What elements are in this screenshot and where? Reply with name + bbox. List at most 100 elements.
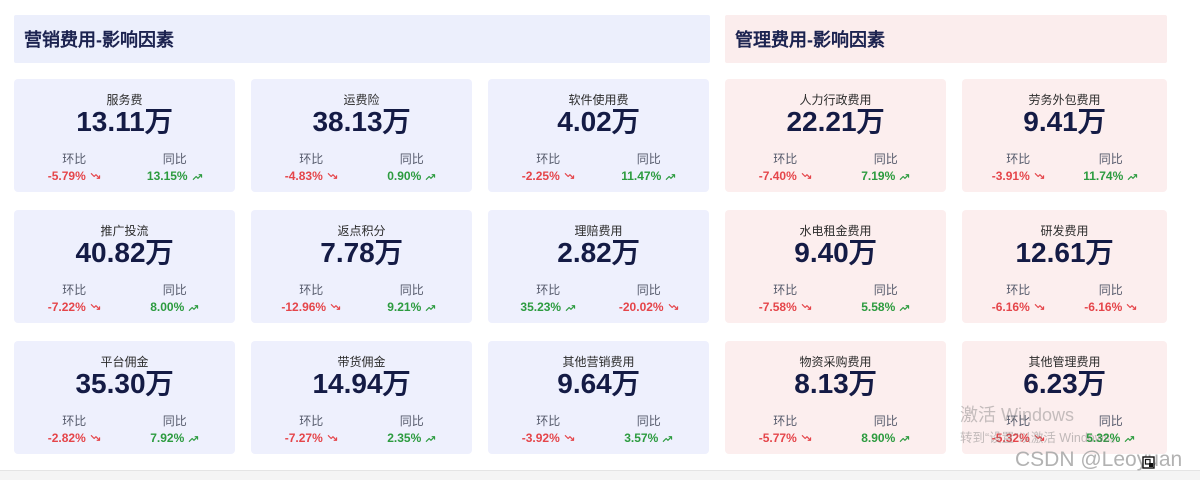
trend-up-icon <box>425 303 436 312</box>
mom-comparison: 环比 35.23% <box>498 283 599 314</box>
metric-name: 带货佣金 <box>337 355 386 369</box>
resize-handle-icon[interactable] <box>1142 456 1155 469</box>
mom-label: 环比 <box>62 414 87 428</box>
mom-percent: -6.16% <box>991 300 1030 314</box>
metric-card[interactable]: 其他管理费用 6.23万 环比 -5.32% 同比 5.32% <box>962 341 1167 454</box>
trend-up-icon <box>188 303 199 312</box>
metric-comparison: 环比 -5.77% 同比 8.90% <box>735 414 936 445</box>
mom-change: -12.96% <box>261 300 362 314</box>
metric-name: 平台佣金 <box>100 355 149 369</box>
yoy-change: 11.47% <box>599 169 700 183</box>
mom-change: 35.23% <box>498 300 599 314</box>
trend-up-icon <box>899 172 910 181</box>
yoy-percent: 0.90% <box>387 169 422 183</box>
mom-label: 环比 <box>536 283 561 297</box>
metric-comparison: 环比 -2.25% 同比 11.47% <box>498 152 699 183</box>
metric-card[interactable]: 运费险 38.13万 环比 -4.83% 同比 0.90% <box>251 79 472 192</box>
section-title: 营销费用-影响因素 <box>24 30 174 50</box>
trend-down-icon <box>801 434 812 443</box>
mom-label: 环比 <box>1006 414 1031 428</box>
metric-name: 推广投流 <box>100 224 149 238</box>
yoy-percent: -6.16% <box>1084 300 1123 314</box>
mom-change: -5.32% <box>972 431 1065 445</box>
mom-change: -2.82% <box>24 431 125 445</box>
yoy-comparison: 同比 8.00% <box>125 283 226 314</box>
metric-comparison: 环比 -3.92% 同比 3.57% <box>498 414 699 445</box>
metric-card[interactable]: 返点积分 7.78万 环比 -12.96% 同比 9.21% <box>251 210 472 323</box>
trend-down-icon <box>801 172 812 181</box>
mom-label: 环比 <box>773 414 798 428</box>
mom-percent: -3.91% <box>991 169 1030 183</box>
metric-comparison: 环比 35.23% 同比 -20.02% <box>498 283 699 314</box>
yoy-change: 11.74% <box>1065 169 1158 183</box>
mom-comparison: 环比 -5.32% <box>972 414 1065 445</box>
yoy-percent: 11.74% <box>1083 169 1124 183</box>
mom-percent: -12.96% <box>281 300 327 314</box>
mom-change: -7.22% <box>24 300 125 314</box>
mom-label: 环比 <box>1006 283 1031 297</box>
yoy-change: 5.32% <box>1065 431 1158 445</box>
yoy-label: 同比 <box>399 414 424 428</box>
yoy-comparison: 同比 9.21% <box>362 283 463 314</box>
metric-card[interactable]: 带货佣金 14.94万 环比 -7.27% 同比 2.35% <box>251 341 472 454</box>
metric-value: 9.40万 <box>794 237 877 268</box>
metric-card[interactable]: 水电租金费用 9.40万 环比 -7.58% 同比 5.58% <box>725 210 946 323</box>
trend-up-icon <box>565 303 576 312</box>
mom-percent: -2.82% <box>47 431 86 445</box>
metric-value: 9.64万 <box>557 368 640 399</box>
mom-change: -7.27% <box>261 431 362 445</box>
mom-comparison: 环比 -7.22% <box>24 283 125 314</box>
metric-card[interactable]: 劳务外包费用 9.41万 环比 -3.91% 同比 11.74% <box>962 79 1167 192</box>
metric-card[interactable]: 物资采购费用 8.13万 环比 -5.77% 同比 8.90% <box>725 341 946 454</box>
mom-label: 环比 <box>773 152 798 166</box>
metric-card[interactable]: 人力行政费用 22.21万 环比 -7.40% 同比 7.19% <box>725 79 946 192</box>
mom-percent: -5.79% <box>47 169 86 183</box>
yoy-percent: 13.15% <box>146 169 188 183</box>
metric-comparison: 环比 -7.58% 同比 5.58% <box>735 283 936 314</box>
metric-card[interactable]: 理赔费用 2.82万 环比 35.23% 同比 -20.02% <box>488 210 709 323</box>
page-bottom-divider <box>0 470 1200 480</box>
metric-card[interactable]: 软件使用费 4.02万 环比 -2.25% 同比 11.47% <box>488 79 709 192</box>
yoy-change: 3.57% <box>599 431 700 445</box>
yoy-comparison: 同比 5.32% <box>1065 414 1158 445</box>
trend-down-icon <box>1034 434 1045 443</box>
trend-up-icon <box>425 434 436 443</box>
mom-comparison: 环比 -3.91% <box>972 152 1065 183</box>
metric-card[interactable]: 研发费用 12.61万 环比 -6.16% 同比 -6.16% <box>962 210 1167 323</box>
trend-up-icon <box>1124 434 1135 443</box>
metric-card[interactable]: 服务费 13.11万 环比 -5.79% 同比 13.15% <box>14 79 235 192</box>
metric-value: 38.13万 <box>312 106 411 137</box>
metric-name: 返点积分 <box>337 224 386 238</box>
yoy-label: 同比 <box>1098 152 1123 166</box>
mom-comparison: 环比 -12.96% <box>261 283 362 314</box>
metric-name: 运费险 <box>343 93 380 107</box>
metric-comparison: 环比 -12.96% 同比 9.21% <box>261 283 462 314</box>
metric-value: 22.21万 <box>786 106 885 137</box>
metric-name: 物资采购费用 <box>799 355 872 369</box>
marketing-expense-panel: 营销费用-影响因素 服务费 13.11万 环比 -5.79% 同比 13.15%… <box>14 15 710 454</box>
mom-change: -7.40% <box>735 169 836 183</box>
metric-value: 6.23万 <box>1023 368 1106 399</box>
trend-up-icon <box>188 434 199 443</box>
yoy-comparison: 同比 7.92% <box>125 414 226 445</box>
mom-label: 环比 <box>299 152 324 166</box>
metric-name: 软件使用费 <box>568 93 629 107</box>
metric-comparison: 环比 -7.27% 同比 2.35% <box>261 414 462 445</box>
section-header: 管理费用-影响因素 <box>725 15 1167 63</box>
mom-percent: -5.32% <box>991 431 1030 445</box>
yoy-percent: 2.35% <box>387 431 422 445</box>
metric-value: 8.13万 <box>794 368 877 399</box>
mom-label: 环比 <box>62 283 87 297</box>
mom-comparison: 环比 -5.77% <box>735 414 836 445</box>
yoy-change: 2.35% <box>362 431 463 445</box>
mom-percent: -7.58% <box>758 300 797 314</box>
yoy-label: 同比 <box>162 414 187 428</box>
metric-card[interactable]: 其他营销费用 9.64万 环比 -3.92% 同比 3.57% <box>488 341 709 454</box>
metric-card[interactable]: 平台佣金 35.30万 环比 -2.82% 同比 7.92% <box>14 341 235 454</box>
mom-label: 环比 <box>299 414 324 428</box>
metric-card[interactable]: 推广投流 40.82万 环比 -7.22% 同比 8.00% <box>14 210 235 323</box>
mom-label: 环比 <box>1006 152 1031 166</box>
yoy-comparison: 同比 11.47% <box>599 152 700 183</box>
metric-grid: 服务费 13.11万 环比 -5.79% 同比 13.15% 运费险 38.13… <box>14 79 710 454</box>
mom-change: -3.92% <box>498 431 599 445</box>
